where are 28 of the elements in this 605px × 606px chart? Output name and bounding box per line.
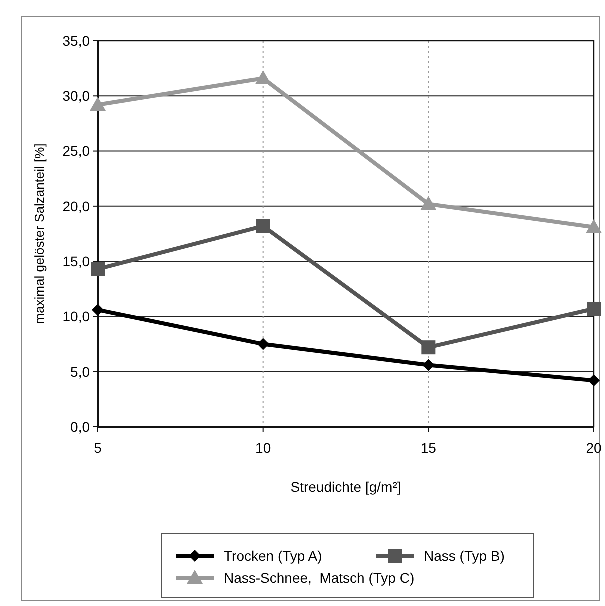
y-tick-label: 5,0 [70,364,90,380]
y-axis-title: maximal gelöster Salzanteil [%] [32,144,47,324]
point [420,196,437,210]
x-tick-label: 20 [586,440,602,456]
y-tick-label: 35,0 [62,32,90,49]
y-tick-label: 15,0 [62,253,90,270]
point [91,262,105,276]
x-tick-label: 5 [94,440,102,456]
point [422,359,435,372]
legend-label: Nass-Schnee, Matsch (Typ C) [224,570,415,586]
point [422,340,436,355]
point [90,96,106,111]
point [586,219,602,234]
x-tick-label: 15 [420,440,437,456]
y-tick-label: 10,0 [62,308,90,325]
y-tick-label: 25,0 [62,143,90,160]
y-tick-label: 20,0 [62,198,90,214]
legend-label: Trocken (Typ A) [224,548,322,564]
x-tick-label: 10 [256,440,272,456]
legend-label: Nass (Typ B) [424,548,505,564]
point [256,219,270,234]
x-axis-title: Streudichte [g/m²] [290,479,402,495]
y-tick-label: 30,0 [62,88,90,104]
point [587,302,601,316]
point [257,338,270,350]
point [92,304,104,316]
y-tick-label: 0,0 [70,418,90,435]
point [588,374,600,387]
